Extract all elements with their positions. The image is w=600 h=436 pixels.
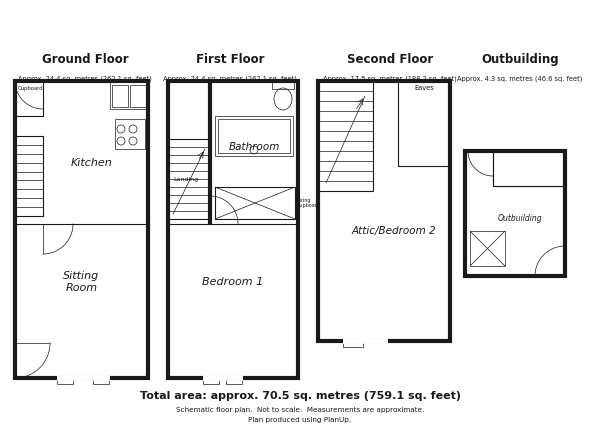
Text: Ground Floor: Ground Floor bbox=[41, 53, 128, 66]
Bar bbox=[15, 81, 43, 116]
Bar bbox=[112, 85, 128, 107]
Text: Landing: Landing bbox=[173, 177, 198, 181]
Text: Plan produced using PlanUp.: Plan produced using PlanUp. bbox=[248, 417, 352, 423]
Text: First Floor: First Floor bbox=[196, 53, 264, 66]
Text: Outbuilding: Outbuilding bbox=[481, 53, 559, 66]
Bar bbox=[168, 81, 298, 378]
Text: Total area: approx. 70.5 sq. metres (759.1 sq. feet): Total area: approx. 70.5 sq. metres (759… bbox=[139, 391, 461, 401]
Bar bbox=[226, 378, 242, 384]
Text: Attic/Bedroom 2: Attic/Bedroom 2 bbox=[352, 226, 436, 236]
Bar bbox=[15, 136, 43, 216]
Bar bbox=[218, 119, 290, 153]
Text: Airing
Cupboard: Airing Cupboard bbox=[297, 198, 321, 208]
Bar bbox=[130, 85, 146, 107]
Bar bbox=[168, 139, 210, 219]
Text: Bathroom: Bathroom bbox=[229, 143, 280, 153]
Text: Outbuilding: Outbuilding bbox=[497, 214, 542, 223]
Bar bbox=[93, 378, 109, 384]
Text: Eaves: Eaves bbox=[414, 85, 434, 91]
Bar bbox=[215, 187, 295, 219]
Text: Approx. 24.4 sq. metres (262.1 sq. feet): Approx. 24.4 sq. metres (262.1 sq. feet) bbox=[18, 76, 152, 82]
Text: Approx. 24.4 sq. metres (262.1 sq. feet): Approx. 24.4 sq. metres (262.1 sq. feet) bbox=[163, 76, 297, 82]
Bar bbox=[398, 81, 450, 166]
Bar bbox=[465, 151, 565, 276]
Bar bbox=[318, 81, 373, 191]
Bar bbox=[215, 116, 293, 156]
Bar bbox=[318, 81, 450, 341]
Bar bbox=[15, 81, 148, 378]
Bar bbox=[493, 151, 565, 186]
Text: Schematic floor plan.  Not to scale.  Measurements are approximate.: Schematic floor plan. Not to scale. Meas… bbox=[176, 407, 424, 413]
Bar bbox=[57, 378, 73, 384]
Bar bbox=[343, 341, 363, 347]
Bar bbox=[110, 81, 148, 109]
Bar bbox=[272, 81, 294, 89]
Text: Sitting
Room: Sitting Room bbox=[64, 271, 100, 293]
Bar bbox=[470, 231, 505, 266]
Text: Second Floor: Second Floor bbox=[347, 53, 433, 66]
Bar bbox=[115, 119, 145, 149]
Text: Cupboard: Cupboard bbox=[18, 86, 44, 91]
Text: Kitchen: Kitchen bbox=[71, 157, 112, 167]
Bar bbox=[203, 378, 219, 384]
Text: Bedroom 1: Bedroom 1 bbox=[202, 277, 263, 287]
Text: Approx. 4.3 sq. metres (46.6 sq. feet): Approx. 4.3 sq. metres (46.6 sq. feet) bbox=[457, 76, 583, 82]
Text: Approx. 17.5 sq. metres (188.2 sq. feet): Approx. 17.5 sq. metres (188.2 sq. feet) bbox=[323, 76, 457, 82]
